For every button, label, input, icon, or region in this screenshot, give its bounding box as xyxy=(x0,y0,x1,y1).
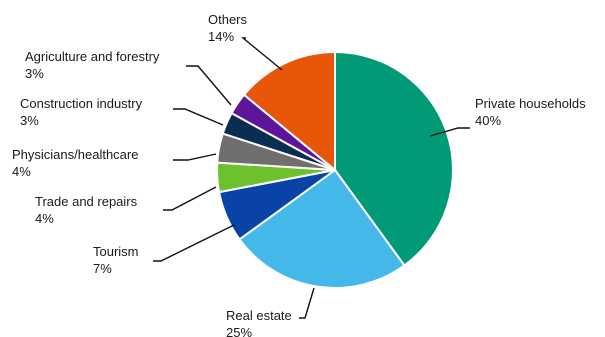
slice-label-name: Physicians/healthcare xyxy=(12,147,138,162)
slice-labels: Private households 40% Real estate 25% Touri… xyxy=(12,12,586,337)
label-physicians-healthcare: Physicians/healthcare 4% xyxy=(12,147,138,179)
label-others: Others 14% xyxy=(208,12,248,44)
slice-label-value: 3% xyxy=(20,113,39,128)
slice-label-value: 25% xyxy=(226,325,252,337)
slice-label-name: Real estate xyxy=(226,308,292,323)
slice-label-value: 3% xyxy=(25,66,44,81)
label-tourism: Tourism 7% xyxy=(93,244,139,276)
label-construction-industry: Construction industry 3% xyxy=(20,96,143,128)
slice-real-estate xyxy=(238,168,406,289)
label-agriculture-and-forestry: Agriculture and forestry 3% xyxy=(25,49,160,81)
label-real-estate: Real estate 25% xyxy=(226,308,292,337)
slice-label-value: 40% xyxy=(475,113,501,128)
slice-label-name: Tourism xyxy=(93,244,139,259)
slice-label-value: 4% xyxy=(12,164,31,179)
slice-label-name: Trade and repairs xyxy=(35,194,138,209)
label-trade-and-repairs: Trade and repairs 4% xyxy=(35,194,138,226)
slice-label-name: Others xyxy=(208,12,248,27)
pie-slices xyxy=(216,50,454,289)
leader-tourism xyxy=(153,224,235,262)
leader-private-households xyxy=(429,127,470,137)
leader-agriculture-and-forestry xyxy=(186,65,232,106)
leader-physicians-healthcare xyxy=(173,153,217,161)
slice-label-value: 7% xyxy=(93,261,112,276)
slice-private-households xyxy=(334,50,454,267)
slice-label-value: 14% xyxy=(208,29,234,44)
leader-real-estate xyxy=(299,287,315,319)
slice-label-name: Agriculture and forestry xyxy=(25,49,160,64)
slice-label-name: Construction industry xyxy=(20,96,143,111)
leader-lines xyxy=(153,37,470,319)
slice-label-value: 4% xyxy=(35,211,54,226)
label-private-households: Private households 40% xyxy=(475,96,586,128)
slice-label-name: Private households xyxy=(475,96,586,111)
slice-others xyxy=(242,50,336,173)
leader-construction-industry xyxy=(173,108,224,126)
leader-others xyxy=(241,37,283,71)
leader-trade-and-repairs xyxy=(163,186,217,211)
